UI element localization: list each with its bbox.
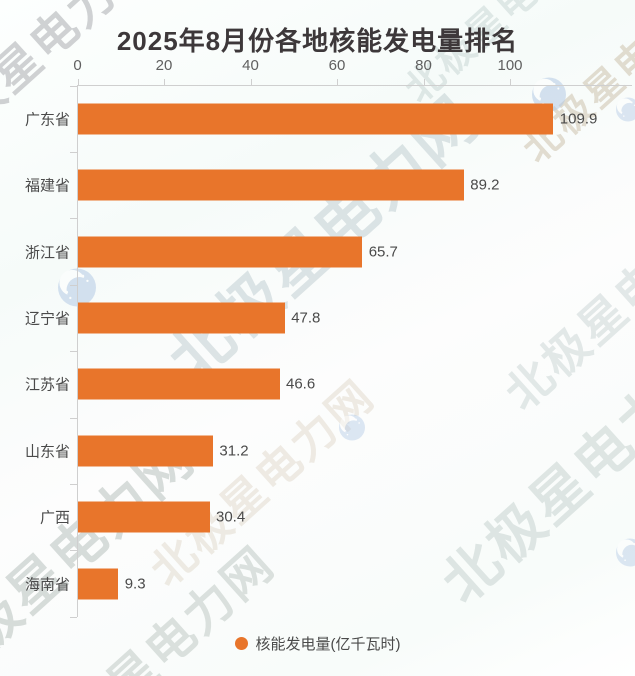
x-tick-mark — [510, 79, 511, 85]
y-tick-mark — [70, 151, 77, 153]
category-label: 辽宁省 — [24, 310, 70, 328]
bar-山东省 — [78, 435, 213, 467]
y-tick-mark — [70, 218, 77, 220]
category-label: 海南省 — [24, 576, 70, 593]
x-tick-mark — [164, 79, 165, 85]
category-label: 广东省 — [24, 111, 70, 129]
legend: 核能发电量(亿千瓦时) — [0, 634, 635, 653]
watermark-text: 北极星电力网 — [22, 537, 286, 676]
watermark-text: 北极星电力网 — [495, 184, 635, 420]
value-label: 9.3 — [124, 575, 146, 592]
category-label: 广西 — [39, 509, 70, 527]
value-label: 30.4 — [216, 508, 246, 526]
y-axis-line — [77, 85, 78, 617]
y-tick-mark — [70, 85, 77, 87]
bar-海南省 — [78, 568, 119, 599]
bar-浙江省 — [78, 236, 363, 267]
y-tick-mark — [70, 550, 77, 552]
x-tick-label: 80 — [415, 57, 432, 74]
bar-福建省 — [78, 169, 464, 201]
x-tick-mark — [77, 79, 79, 85]
legend-label: 核能发电量(亿千瓦时) — [255, 635, 401, 653]
x-tick-mark — [250, 79, 252, 85]
value-label: 47.8 — [291, 309, 321, 327]
watermark-moon-stars-icon — [616, 97, 635, 127]
value-label: 46.6 — [286, 375, 316, 393]
y-tick-mark — [70, 483, 77, 485]
category-label: 福建省 — [24, 177, 70, 195]
bar-辽宁省 — [78, 302, 285, 334]
watermark-moon-stars-icon — [339, 414, 365, 446]
x-tick-label: 20 — [155, 57, 173, 74]
value-label: 31.2 — [219, 442, 249, 460]
y-tick-mark — [70, 351, 77, 353]
legend-marker-dot — [234, 636, 248, 650]
category-label: 山东省 — [24, 443, 70, 461]
y-tick-mark — [70, 417, 77, 419]
x-tick-mark — [423, 79, 425, 85]
bar-广东省 — [78, 103, 554, 135]
watermark-text: 北极星电力网 — [430, 331, 635, 615]
bar-广西 — [78, 501, 210, 533]
chart-title: 2025年8月份各地核能发电量排名 — [116, 26, 519, 56]
x-tick-label: 40 — [242, 57, 259, 74]
value-label: 65.7 — [368, 243, 398, 260]
x-tick-label: 60 — [328, 57, 346, 74]
value-label: 109.9 — [559, 110, 598, 128]
y-tick-mark — [70, 616, 77, 618]
bar-江苏省 — [78, 368, 280, 400]
x-tick-mark — [337, 79, 338, 85]
x-tick-label: 100 — [497, 57, 523, 74]
value-label: 89.2 — [470, 176, 500, 194]
x-tick-label: 0 — [73, 57, 82, 74]
x-axis-line — [77, 85, 632, 86]
y-tick-mark — [70, 284, 77, 286]
category-label: 江苏省 — [24, 376, 70, 394]
watermark-moon-stars-icon — [616, 538, 635, 572]
category-label: 浙江省 — [24, 244, 70, 261]
